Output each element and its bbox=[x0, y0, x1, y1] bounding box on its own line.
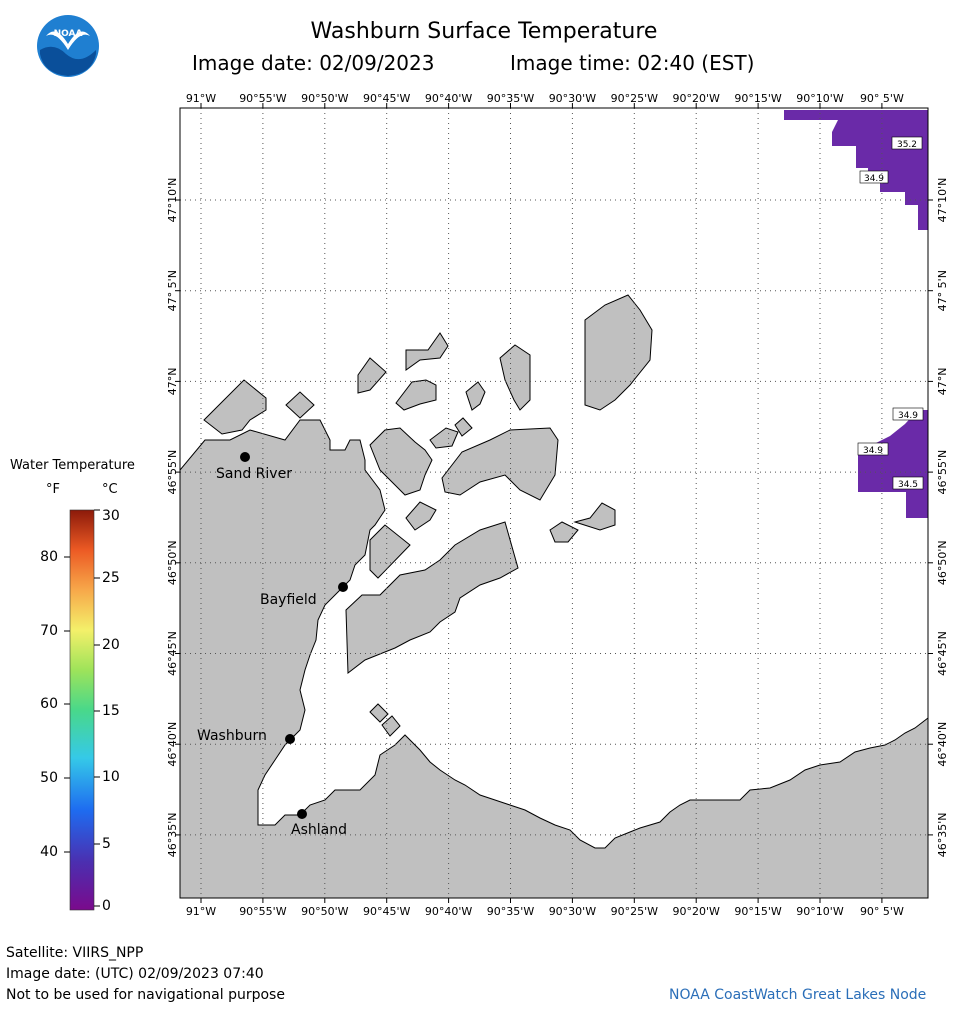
lon-label-top: 90°50'W bbox=[301, 92, 349, 105]
land-masses bbox=[179, 294, 929, 899]
lon-label-bottom: 90°25'W bbox=[611, 905, 659, 918]
place-dot bbox=[285, 734, 295, 744]
legend-unit-c: °C bbox=[102, 482, 118, 497]
place-label: Bayfield bbox=[260, 592, 317, 608]
c-tick-label: 5 bbox=[102, 836, 111, 852]
reading-label: 34.9 bbox=[898, 411, 918, 421]
lat-label-right: 46°55'N bbox=[936, 450, 949, 495]
lon-label-bottom: 90°10'W bbox=[796, 905, 844, 918]
disclaimer: Not to be used for navigational purpose bbox=[6, 987, 285, 1003]
lon-label-bottom: 90°50'W bbox=[301, 905, 349, 918]
map-frame bbox=[179, 107, 929, 899]
lon-label-top: 90°35'W bbox=[487, 92, 535, 105]
lat-label-left: 46°40'N bbox=[166, 722, 179, 767]
graticule bbox=[180, 108, 928, 898]
colorbar bbox=[69, 509, 95, 911]
lat-label-right: 46°40'N bbox=[936, 722, 949, 767]
lon-label-top: 90°10'W bbox=[796, 92, 844, 105]
lat-label-left: 46°50'N bbox=[166, 540, 179, 585]
lon-label-top: 90°20'W bbox=[672, 92, 720, 105]
c-tick-label: 10 bbox=[102, 769, 120, 785]
place-markers: Sand River Bayfield Washburn Ashland bbox=[197, 452, 348, 838]
mainland bbox=[179, 419, 929, 899]
image-date: Image date: 02/09/2023 bbox=[192, 51, 435, 75]
c-tick-label: 25 bbox=[102, 570, 120, 586]
place-label: Ashland bbox=[291, 822, 347, 838]
credit-link[interactable]: NOAA CoastWatch Great Lakes Node bbox=[669, 987, 927, 1003]
lon-label-bottom: 91°W bbox=[186, 905, 216, 918]
lon-label-top: 90°40'W bbox=[425, 92, 473, 105]
image-time: Image time: 02:40 (EST) bbox=[510, 51, 755, 75]
reading-label: 34.9 bbox=[863, 446, 883, 456]
lat-label-right: 47°N bbox=[936, 368, 949, 396]
lon-label-bottom: 90°55'W bbox=[239, 905, 287, 918]
lat-label-right: 46°45'N bbox=[936, 631, 949, 676]
lat-label-left: 47°10'N bbox=[166, 178, 179, 223]
lon-label-bottom: 90°40'W bbox=[425, 905, 473, 918]
lon-label-top: 91°W bbox=[186, 92, 216, 105]
f-tick-label: 70 bbox=[40, 623, 58, 639]
lon-label-bottom: 90°45'W bbox=[363, 905, 411, 918]
place-dot bbox=[297, 809, 307, 819]
temperature-readings: 35.2 34.9 34.9 34.9 34.5 bbox=[857, 136, 924, 490]
lon-label-top: 90°45'W bbox=[363, 92, 411, 105]
reading-label: 34.9 bbox=[864, 174, 884, 184]
f-tick-label: 50 bbox=[40, 770, 58, 786]
lon-label-top: 90°30'W bbox=[549, 92, 597, 105]
lon-label-bottom: 90°15'W bbox=[734, 905, 782, 918]
place-label: Sand River bbox=[216, 466, 292, 482]
lat-label-right: 47° 5'N bbox=[936, 270, 949, 311]
f-tick-label: 40 bbox=[40, 844, 58, 860]
legend-title: Water Temperature bbox=[10, 458, 135, 473]
lat-label-right: 46°50'N bbox=[936, 540, 949, 585]
lat-label-left: 46°55'N bbox=[166, 450, 179, 495]
lat-label-left: 47° 5'N bbox=[166, 270, 179, 311]
reading-label: 35.2 bbox=[897, 140, 917, 150]
f-tick-label: 80 bbox=[40, 549, 58, 565]
lon-label-bottom: 90°35'W bbox=[487, 905, 535, 918]
lon-label-top: 90°25'W bbox=[611, 92, 659, 105]
lat-label-left: 47°N bbox=[166, 368, 179, 396]
place-dot bbox=[240, 452, 250, 462]
lon-label-bottom: 90° 5'W bbox=[860, 905, 904, 918]
reading-label: 34.5 bbox=[898, 480, 918, 490]
lon-label-top: 90°55'W bbox=[239, 92, 287, 105]
c-tick-label: 20 bbox=[102, 637, 120, 653]
lat-label-right: 46°35'N bbox=[936, 813, 949, 858]
utc-date: Image date: (UTC) 02/09/2023 07:40 bbox=[6, 966, 264, 982]
satellite-info: Satellite: VIIRS_NPP bbox=[6, 945, 144, 961]
lat-label-right: 47°10'N bbox=[936, 178, 949, 223]
c-tick-label: 0 bbox=[102, 898, 111, 914]
place-label: Washburn bbox=[197, 728, 267, 744]
lat-label-left: 46°35'N bbox=[166, 813, 179, 858]
f-tick-label: 60 bbox=[40, 696, 58, 712]
lon-label-top: 90°15'W bbox=[734, 92, 782, 105]
lon-label-bottom: 90°20'W bbox=[672, 905, 720, 918]
colorbar-labels: 80 70 60 50 40 30 25 20 15 10 5 0 bbox=[40, 508, 120, 914]
place-dot bbox=[338, 582, 348, 592]
c-tick-label: 30 bbox=[102, 508, 120, 524]
noaa-logo-icon: NOAA bbox=[37, 15, 99, 77]
logo-text: NOAA bbox=[54, 29, 83, 39]
c-tick-label: 15 bbox=[102, 703, 120, 719]
legend-unit-f: °F bbox=[46, 482, 60, 497]
lon-label-top: 90° 5'W bbox=[860, 92, 904, 105]
lon-label-bottom: 90°30'W bbox=[549, 905, 597, 918]
map-title: Washburn Surface Temperature bbox=[310, 19, 658, 44]
lat-label-left: 46°45'N bbox=[166, 631, 179, 676]
